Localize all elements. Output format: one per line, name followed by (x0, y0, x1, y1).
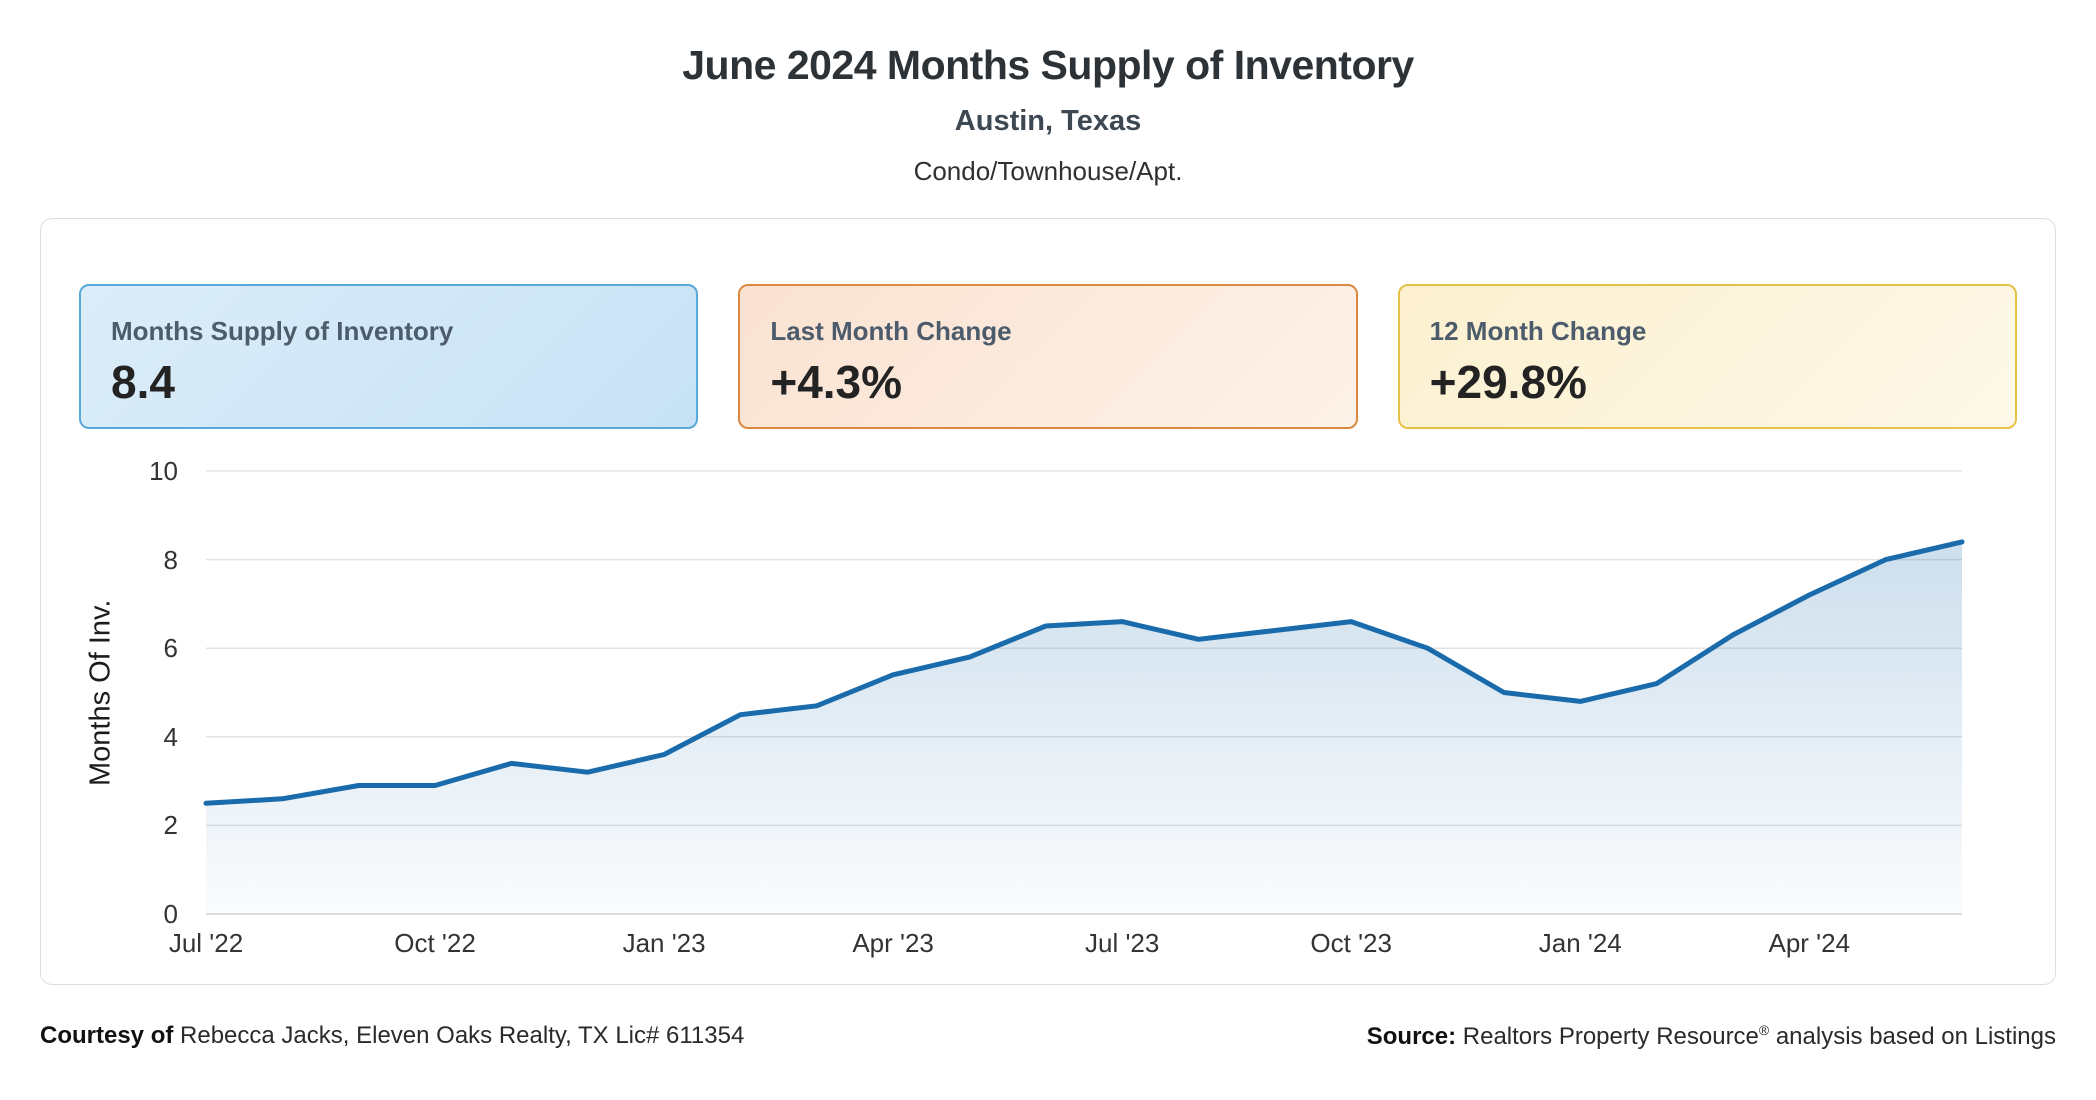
stat-value: +4.3% (770, 356, 903, 408)
trend-line (203, 539, 1965, 806)
property-type-label: Condo/Townhouse/Apt. (913, 156, 1183, 186)
y-tick-label: 2 (163, 810, 178, 841)
x-tick-label: Oct '23 (1310, 928, 1392, 958)
x-tick-label: Oct '22 (394, 928, 476, 958)
source-label: Source: (1366, 1023, 1457, 1050)
months-supply-area-chart: 0 2 4 6 8 10 Jul '22 Oct '22 Jan '23 Apr '23 Jul … (149, 456, 1965, 958)
stat-card-last-month-change: Last Month Change +4.3% (738, 284, 1358, 429)
stat-label: 12 Month Change (1429, 316, 1647, 346)
stat-label: Months Supply of Inventory (111, 316, 454, 346)
courtesy-text: Courtesy of Rebecca Jacks, Eleven Oaks R… (40, 1022, 745, 1049)
y-tick-label: 6 (163, 633, 178, 664)
x-tick-label: Jul '23 (1085, 928, 1160, 958)
x-tick-label: Apr '24 (1768, 928, 1851, 958)
y-tick-label: 4 (163, 721, 178, 752)
x-tick-label: Jul '22 (168, 928, 244, 958)
stat-card-12-month-change: 12 Month Change +29.8% (1397, 284, 2017, 429)
stat-card-months-supply: Months Supply of Inventory 8.4 (79, 284, 699, 429)
stat-value: +29.8% (1429, 356, 1587, 408)
page-title: June 2024 Months Supply of Inventory (682, 42, 1414, 88)
chart-canvas (203, 470, 1965, 915)
area-fill (206, 541, 1962, 914)
registered-mark: ® (1758, 1022, 1770, 1038)
y-tick-label: 10 (149, 456, 178, 486)
report-footer: Courtesy of Rebecca Jacks, Eleven Oaks R… (40, 1022, 2056, 1051)
x-tick-label: Jan '24 (1538, 928, 1622, 958)
courtesy-label: Courtesy of (40, 1022, 174, 1049)
x-tick-label: Apr '23 (852, 928, 934, 958)
y-tick-label: 0 (163, 899, 178, 929)
x-tick-label: Jan '23 (622, 928, 706, 958)
y-axis-title: Months Of Inv. (84, 599, 117, 786)
stats-row: Months Supply of Inventory 8.4 Last Mont… (79, 284, 2017, 429)
stat-value: 8.4 (111, 356, 175, 408)
chart-card: Months Supply of Inventory 8.4 Last Mont… (40, 218, 2056, 985)
stat-label: Last Month Change (770, 316, 1012, 346)
page-subtitle: Austin, Texas (954, 105, 1142, 137)
source-text: Source: Realtors Property Resource® anal… (1366, 1022, 2056, 1050)
report-header: June 2024 Months Supply of Inventory Aus… (0, 0, 2096, 187)
y-tick-label: 8 (163, 544, 178, 575)
